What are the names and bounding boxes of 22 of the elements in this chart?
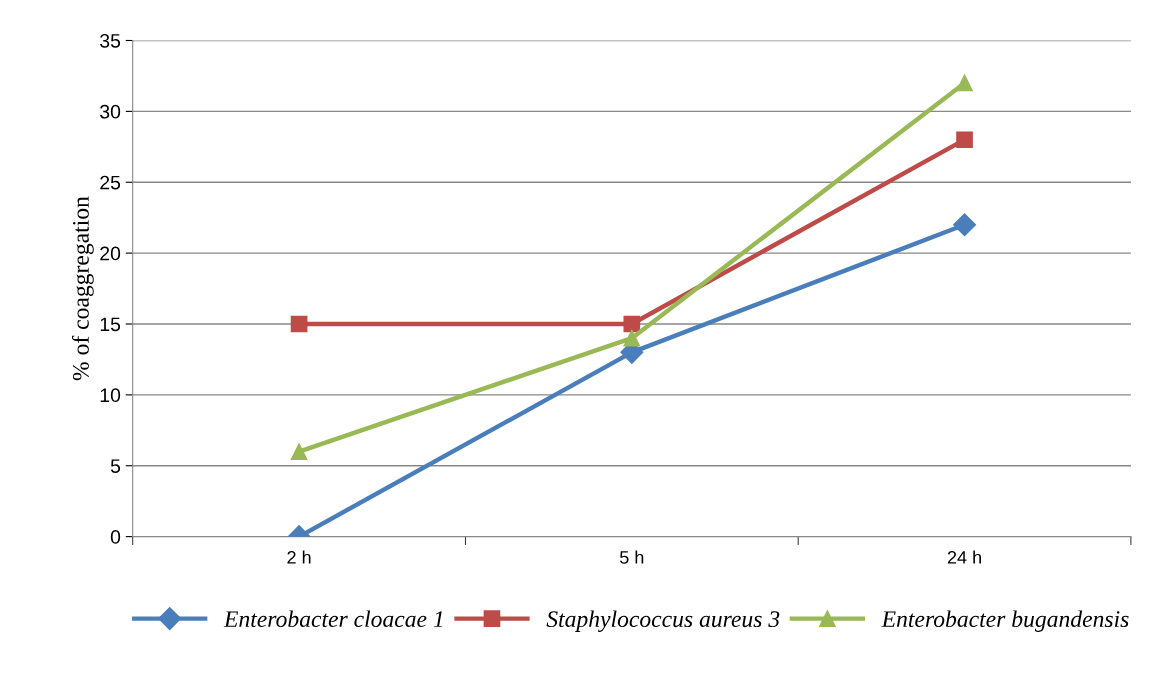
point (623, 315, 641, 333)
y-tick-label: 15 (100, 317, 121, 332)
point (623, 329, 641, 347)
point (956, 74, 973, 92)
y-tick-label: 20 (100, 246, 121, 261)
y-tick-label: 25 (100, 175, 121, 190)
point (290, 315, 308, 333)
legend-label: Enterobacter cloacae 1 (223, 610, 443, 628)
x-tick-label: 5 h (619, 550, 644, 564)
y-tick-label: 5 (110, 459, 121, 473)
y-tick-label: 35 (100, 33, 121, 48)
y-tick-label: 10 (100, 388, 121, 403)
y-axis-title: % of coaggregation (72, 196, 94, 381)
x-tick-label: 24 h (947, 550, 981, 564)
y-tick-label: 30 (100, 104, 121, 119)
legend-label: Enterobacter bugandensis (881, 610, 1129, 632)
point (956, 131, 973, 149)
point (953, 213, 977, 237)
y-tick-label: 0 (110, 530, 121, 544)
legend-label: Staphylococcus aureus 3 (546, 610, 780, 632)
x-tick-label: 2 h (287, 550, 311, 564)
point (290, 443, 308, 460)
